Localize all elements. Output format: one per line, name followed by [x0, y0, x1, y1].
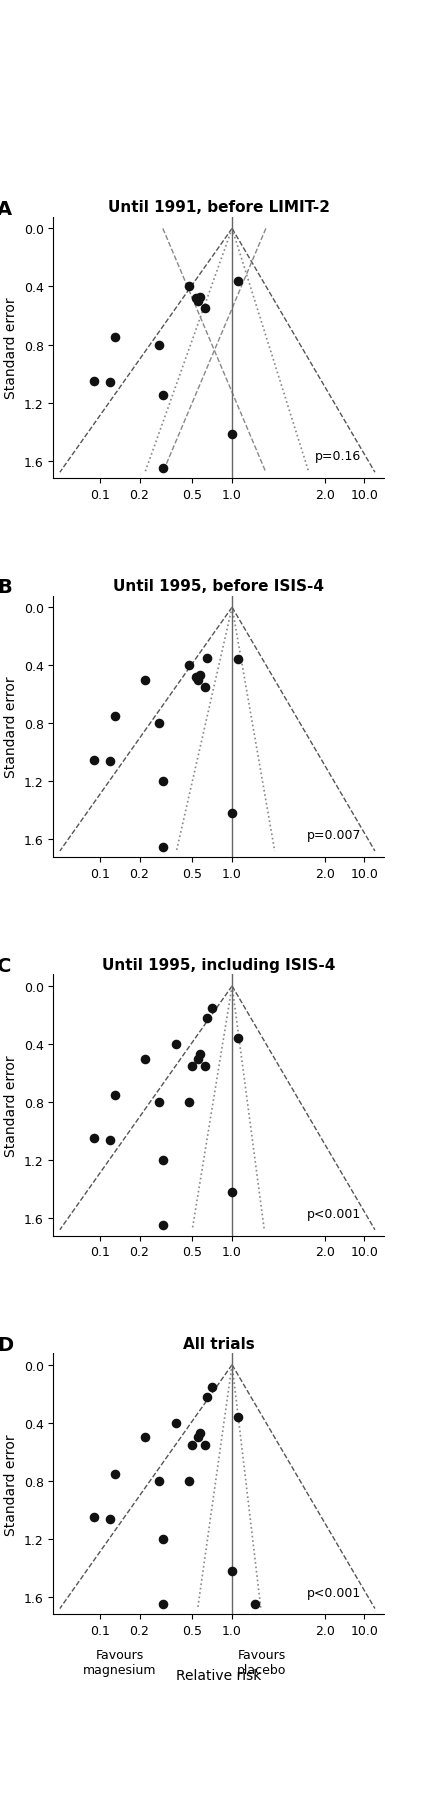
Point: [111, 1458, 118, 1487]
Point: [192, 285, 199, 314]
Title: Until 1991, before LIMIT-2: Until 1991, before LIMIT-2: [108, 200, 329, 216]
Y-axis label: Standard error: Standard error: [4, 1054, 18, 1156]
Point: [111, 1081, 118, 1110]
Point: [159, 767, 166, 796]
Point: [185, 651, 192, 680]
Point: [90, 1125, 97, 1154]
Point: [159, 1589, 166, 1618]
Point: [173, 1030, 179, 1059]
Point: [159, 1524, 166, 1553]
Point: [159, 1212, 166, 1241]
Point: [228, 800, 235, 829]
Point: [185, 272, 192, 301]
Point: [201, 294, 207, 323]
Text: p<0.001: p<0.001: [306, 1585, 360, 1598]
Point: [141, 666, 148, 695]
Title: Until 1995, before ISIS-4: Until 1995, before ISIS-4: [113, 579, 324, 593]
Point: [207, 994, 214, 1023]
Point: [228, 421, 235, 450]
Point: [204, 1003, 210, 1032]
Point: [141, 1045, 148, 1074]
Point: [159, 381, 166, 410]
Point: [106, 368, 113, 397]
Point: [106, 747, 113, 776]
Point: [251, 1589, 258, 1618]
X-axis label: Relative risk: Relative risk: [176, 1667, 261, 1682]
Point: [228, 1177, 235, 1206]
Point: [106, 1126, 113, 1156]
Y-axis label: Standard error: Standard error: [4, 1433, 18, 1535]
Text: C: C: [0, 956, 12, 976]
Point: [111, 702, 118, 731]
Point: [204, 1382, 210, 1411]
Point: [159, 833, 166, 862]
Text: p<0.001: p<0.001: [306, 1208, 360, 1221]
Point: [228, 1556, 235, 1585]
Title: Until 1995, including ISIS-4: Until 1995, including ISIS-4: [102, 958, 335, 972]
Point: [111, 323, 118, 352]
Point: [194, 666, 201, 695]
Point: [201, 1052, 207, 1081]
Point: [233, 646, 240, 675]
Point: [155, 330, 162, 359]
Y-axis label: Standard error: Standard error: [4, 297, 18, 399]
Point: [188, 1052, 195, 1081]
Point: [155, 1088, 162, 1117]
Text: p=0.007: p=0.007: [306, 829, 360, 842]
Point: [201, 673, 207, 702]
Point: [185, 1466, 192, 1495]
Point: [192, 662, 199, 691]
Text: p=0.16: p=0.16: [314, 450, 360, 463]
Text: A: A: [0, 200, 12, 218]
Point: [204, 644, 210, 673]
Text: D: D: [0, 1335, 13, 1353]
Point: [155, 1466, 162, 1495]
Point: [141, 1422, 148, 1451]
Point: [194, 1422, 201, 1451]
Point: [90, 746, 97, 775]
Point: [194, 1045, 201, 1074]
Point: [233, 267, 240, 296]
Point: [159, 454, 166, 483]
Point: [196, 283, 203, 312]
Point: [194, 287, 201, 316]
Point: [173, 1408, 179, 1437]
Text: Favours
placebo: Favours placebo: [236, 1649, 286, 1676]
Point: [155, 709, 162, 738]
Point: [188, 1429, 195, 1458]
Point: [90, 1502, 97, 1531]
Point: [233, 1025, 240, 1054]
Text: B: B: [0, 579, 12, 597]
Point: [106, 1504, 113, 1533]
Point: [185, 1088, 192, 1117]
Point: [196, 662, 203, 691]
Y-axis label: Standard error: Standard error: [4, 677, 18, 778]
Point: [159, 1146, 166, 1175]
Point: [207, 1371, 214, 1400]
Point: [196, 1039, 203, 1068]
Point: [233, 1402, 240, 1431]
Point: [90, 366, 97, 395]
Point: [196, 1419, 203, 1448]
Point: [201, 1429, 207, 1458]
Text: Favours
magnesium: Favours magnesium: [83, 1649, 156, 1676]
Title: All trials: All trials: [182, 1335, 254, 1351]
